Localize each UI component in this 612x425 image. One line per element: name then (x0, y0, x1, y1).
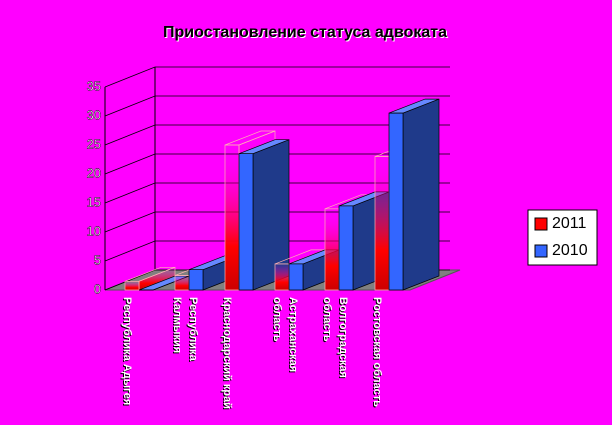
y-tick-label: 5 (94, 252, 101, 267)
y-tick-label: 35 (87, 78, 101, 93)
bar-front (174, 275, 190, 291)
y-tick-label: 20 (87, 165, 101, 180)
grid-line (104, 153, 450, 175)
x-tick-label: Краснодарский край (221, 297, 233, 410)
bar-front (274, 263, 290, 291)
legend-label: 2011 (552, 215, 587, 232)
bar-front (288, 263, 304, 291)
x-tick-label: Республика Адыгея (121, 297, 133, 406)
bar-front (388, 112, 404, 291)
bar-front (124, 280, 140, 291)
bar-front (338, 205, 354, 291)
x-tick-label: Астраханская область (271, 297, 299, 373)
y-tick-label: 0 (94, 281, 101, 296)
y-tick-label: 10 (87, 223, 101, 238)
bar-front (238, 153, 254, 291)
grid-line (104, 95, 450, 117)
bar-side (402, 98, 440, 291)
y-tick-label: 30 (87, 107, 101, 122)
bar-front (374, 156, 390, 291)
bar (238, 139, 290, 291)
title-shadow: Приостановление статуса адвоката (164, 25, 448, 42)
y-tick-label: 15 (87, 194, 101, 209)
x-tick-label: Ростовская область (371, 297, 383, 408)
bar-front (188, 269, 204, 291)
legend-swatch (534, 217, 548, 231)
x-tick-label: Республика Калмыкия (171, 297, 199, 361)
chart-title: Приостановление статуса адвоката (163, 24, 447, 41)
legend-label: 2010 (552, 242, 588, 259)
legend-swatch (534, 244, 548, 258)
bar-front (324, 208, 340, 291)
y-tick-label: 25 (87, 136, 101, 151)
bar (124, 266, 176, 291)
grid-line (104, 66, 450, 88)
bar (388, 98, 440, 291)
grid-line (104, 124, 450, 146)
grid-line (104, 182, 450, 204)
bar-front (224, 144, 240, 291)
x-tick-label: Волгоградская область (321, 297, 349, 378)
